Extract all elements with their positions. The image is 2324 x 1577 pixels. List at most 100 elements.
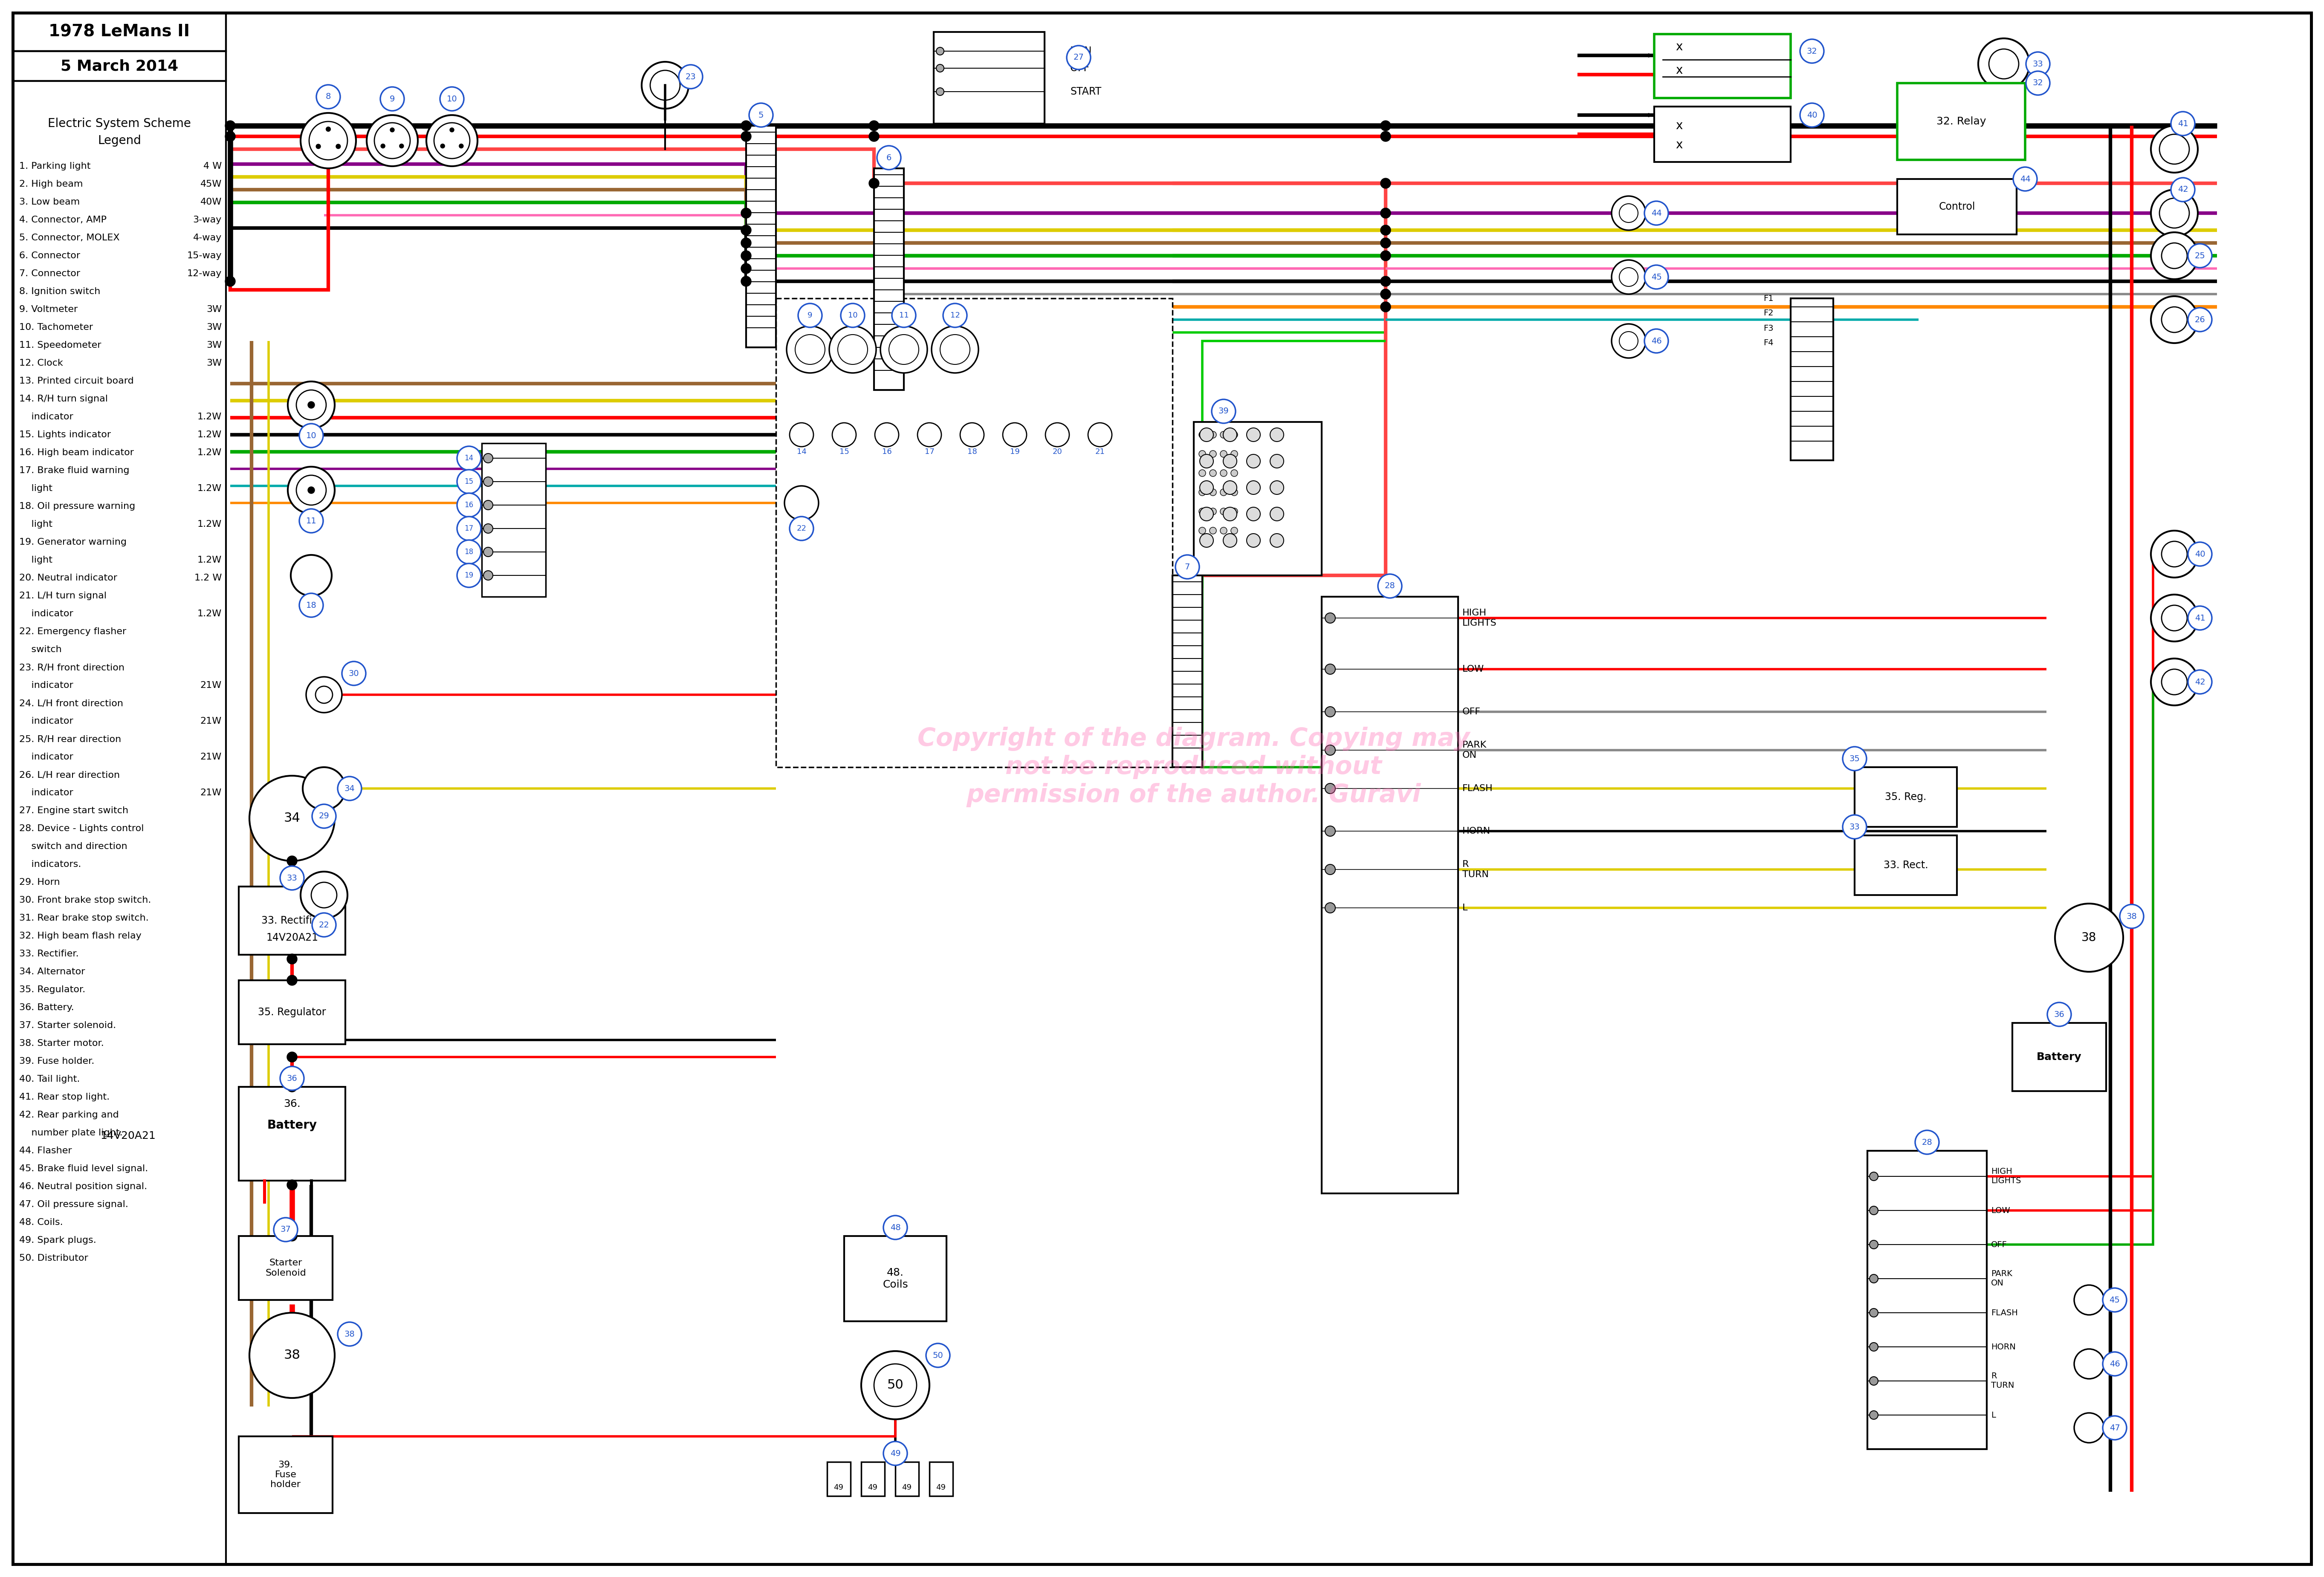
Circle shape xyxy=(1246,481,1260,495)
Text: 32. High beam flash relay: 32. High beam flash relay xyxy=(19,932,142,940)
Circle shape xyxy=(2152,595,2199,642)
Text: 29. Horn: 29. Horn xyxy=(19,878,60,886)
Circle shape xyxy=(2027,52,2050,76)
Circle shape xyxy=(1199,489,1206,495)
Text: 32: 32 xyxy=(1806,47,1817,55)
Bar xyxy=(2013,1023,2106,1091)
Circle shape xyxy=(2187,308,2212,331)
Text: 34. Alternator: 34. Alternator xyxy=(19,968,86,976)
Circle shape xyxy=(1611,260,1645,293)
Text: 49: 49 xyxy=(902,1484,911,1492)
Text: x: x xyxy=(1676,65,1683,76)
Circle shape xyxy=(286,954,297,964)
Text: 9: 9 xyxy=(390,95,395,103)
Text: indicator: indicator xyxy=(19,681,74,689)
Circle shape xyxy=(381,87,404,110)
Text: 40: 40 xyxy=(1806,110,1817,120)
Bar xyxy=(1792,298,1834,460)
Text: 36. Battery.: 36. Battery. xyxy=(19,1003,74,1012)
Circle shape xyxy=(1380,301,1390,312)
Text: 28: 28 xyxy=(1385,582,1394,590)
Bar xyxy=(1195,426,1250,554)
Text: 36: 36 xyxy=(286,1074,297,1082)
Text: 9. Voltmeter: 9. Voltmeter xyxy=(19,306,77,314)
Text: F4: F4 xyxy=(1764,339,1773,347)
Text: 14V20A21: 14V20A21 xyxy=(265,932,318,943)
Text: 7. Connector: 7. Connector xyxy=(19,270,81,278)
Circle shape xyxy=(2073,1413,2103,1443)
Text: 46: 46 xyxy=(1650,337,1662,345)
Circle shape xyxy=(881,326,927,372)
Circle shape xyxy=(944,303,967,328)
Text: 22: 22 xyxy=(318,921,330,929)
Text: 33. Rect.: 33. Rect. xyxy=(1882,859,1929,871)
Bar xyxy=(1655,107,1792,162)
Text: 25: 25 xyxy=(2194,252,2205,260)
Circle shape xyxy=(458,446,481,470)
Circle shape xyxy=(225,131,235,142)
Circle shape xyxy=(960,423,983,446)
Circle shape xyxy=(1271,427,1283,442)
Text: 12. Clock: 12. Clock xyxy=(19,360,63,367)
Text: 42. Rear parking and: 42. Rear parking and xyxy=(19,1110,119,1120)
Circle shape xyxy=(1220,470,1227,476)
Text: 21. L/H turn signal: 21. L/H turn signal xyxy=(19,591,107,601)
Circle shape xyxy=(2152,296,2199,344)
Circle shape xyxy=(1232,527,1239,535)
Text: 19. Generator warning: 19. Generator warning xyxy=(19,538,125,546)
Circle shape xyxy=(281,1066,304,1090)
Text: 6. Connector: 6. Connector xyxy=(19,251,81,260)
Circle shape xyxy=(1271,454,1283,468)
Text: switch and direction: switch and direction xyxy=(19,842,128,850)
Text: 3W: 3W xyxy=(207,323,221,331)
Text: 33. Rectifier: 33. Rectifier xyxy=(263,916,323,926)
Circle shape xyxy=(795,334,825,364)
Text: 31. Rear brake stop switch.: 31. Rear brake stop switch. xyxy=(19,913,149,923)
Circle shape xyxy=(1325,784,1336,793)
Circle shape xyxy=(286,1232,297,1241)
Circle shape xyxy=(337,144,342,148)
Text: 1.2W: 1.2W xyxy=(198,484,221,492)
Circle shape xyxy=(1199,454,1213,468)
Circle shape xyxy=(1325,744,1336,755)
Text: 49: 49 xyxy=(937,1484,946,1492)
Text: 44: 44 xyxy=(2020,175,2031,183)
Text: HORN: HORN xyxy=(1462,826,1490,836)
Text: x: x xyxy=(1676,120,1683,132)
Circle shape xyxy=(862,1351,930,1419)
Text: 15: 15 xyxy=(465,478,474,486)
Text: 40: 40 xyxy=(2194,550,2205,558)
Text: 23. R/H front direction: 23. R/H front direction xyxy=(19,664,125,672)
Circle shape xyxy=(937,65,944,73)
Text: 42: 42 xyxy=(2178,186,2189,194)
Circle shape xyxy=(1271,508,1283,520)
Text: 23: 23 xyxy=(686,73,695,80)
Bar xyxy=(1195,423,1322,576)
Bar xyxy=(862,1462,885,1497)
Text: 19: 19 xyxy=(1011,448,1020,456)
Circle shape xyxy=(300,509,323,533)
Circle shape xyxy=(367,115,418,166)
Circle shape xyxy=(2187,542,2212,566)
Text: 49: 49 xyxy=(867,1484,878,1492)
Circle shape xyxy=(1246,427,1260,442)
Text: 10: 10 xyxy=(446,95,458,103)
Text: 40W: 40W xyxy=(200,197,221,207)
Circle shape xyxy=(1380,131,1390,142)
Circle shape xyxy=(1380,208,1390,218)
Circle shape xyxy=(1176,555,1199,579)
Circle shape xyxy=(1199,481,1213,495)
Circle shape xyxy=(2119,905,2143,929)
Circle shape xyxy=(1380,289,1390,300)
Circle shape xyxy=(748,103,774,128)
Circle shape xyxy=(435,123,469,159)
Circle shape xyxy=(286,975,297,986)
Circle shape xyxy=(841,303,865,328)
Text: 18: 18 xyxy=(465,549,474,555)
Circle shape xyxy=(892,303,916,328)
Text: 48: 48 xyxy=(890,1224,902,1232)
Circle shape xyxy=(830,326,876,372)
Circle shape xyxy=(741,208,751,218)
Text: 15: 15 xyxy=(839,448,848,456)
Circle shape xyxy=(2161,308,2187,333)
